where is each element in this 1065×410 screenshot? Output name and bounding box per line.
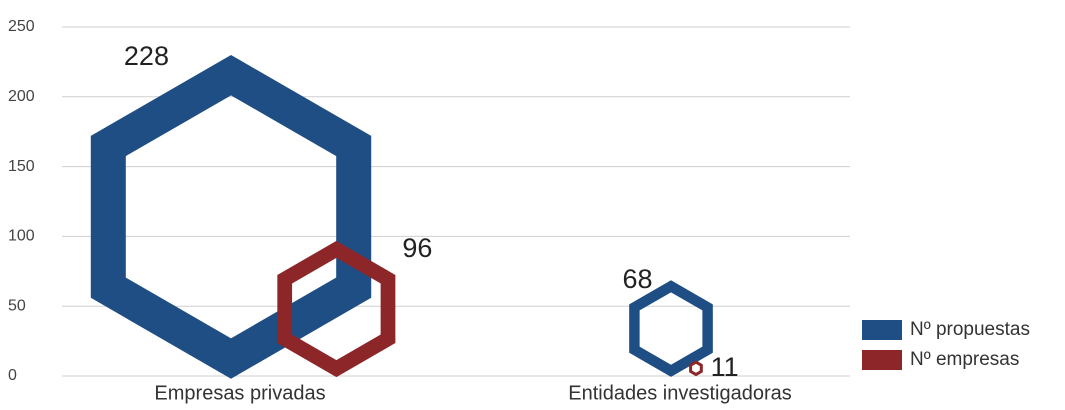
- legend-label: Nº propuestas: [910, 319, 1030, 340]
- y-tick-label: 200: [8, 88, 35, 105]
- legend-label: Nº empresas: [910, 349, 1019, 370]
- y-tick-label: 150: [8, 158, 35, 175]
- y-tick-label: 100: [8, 228, 35, 245]
- y-tick-label: 250: [8, 18, 35, 35]
- hexagon-empresas: [689, 360, 703, 377]
- value-label: 228: [124, 41, 169, 71]
- value-label: 68: [622, 264, 652, 294]
- legend-swatch: [862, 350, 902, 370]
- y-tick-label: 0: [8, 367, 17, 384]
- hexagon-propuestas: [629, 280, 713, 377]
- hexagon-empresas: [277, 240, 396, 378]
- x-tick-label: Entidades investigadoras: [568, 382, 791, 404]
- legend-swatch: [862, 320, 902, 340]
- value-label: 96: [402, 233, 432, 263]
- hexagon-propuestas: [90, 54, 372, 379]
- value-label: 11: [711, 352, 739, 382]
- y-tick-label: 50: [8, 297, 26, 314]
- x-tick-label: Empresas privadas: [154, 382, 325, 404]
